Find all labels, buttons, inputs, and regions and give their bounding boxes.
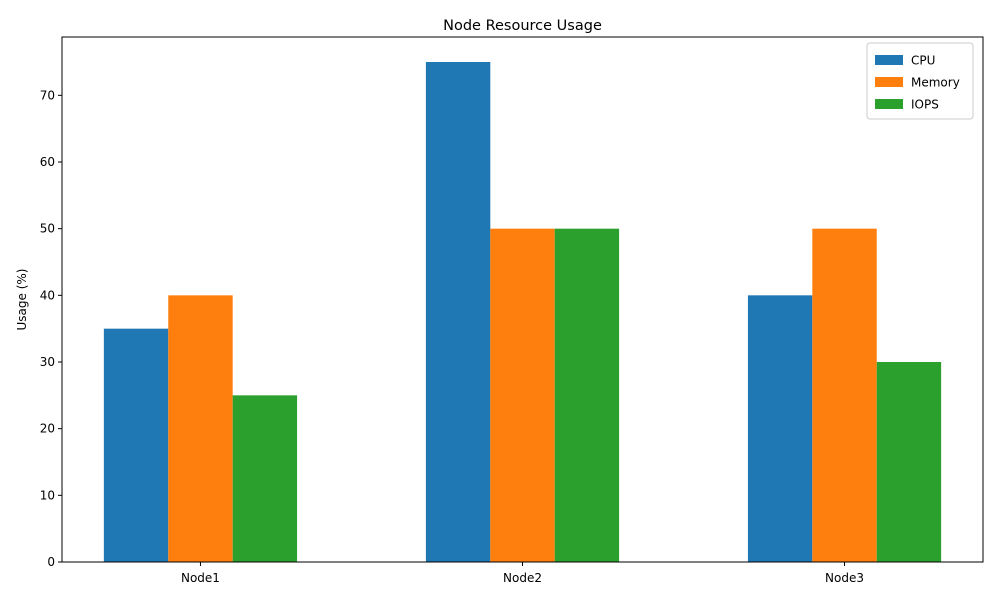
bar-memory-node3 [812,228,877,562]
bar-iops-node3 [876,362,942,562]
x-tick-label: Node1 [181,571,220,585]
bar-iops-node2 [554,228,620,562]
y-tick-label: 40 [40,288,55,302]
x-tick-label: Node3 [825,571,864,585]
y-axis-ticks: 0 10 20 30 40 50 60 70 [40,88,62,569]
y-tick-label: 60 [40,155,55,169]
plot-area-border [61,36,984,563]
y-axis-label: Usage (%) [15,269,29,331]
legend: CPU Memory IOPS [866,42,974,120]
y-tick-label: 10 [40,488,55,502]
legend-label-iops: IOPS [911,98,939,112]
bar-memory-node1 [168,295,233,562]
y-tick-label: 70 [40,88,55,102]
y-tick-label: 0 [47,555,55,569]
legend-swatch-iops [875,99,903,109]
bars-group [103,62,942,562]
y-tick-label: 50 [40,222,55,236]
legend-label-memory: Memory [911,76,960,90]
legend-swatch-memory [875,77,903,87]
bar-memory-node2 [490,228,555,562]
axes-frame [61,36,984,563]
legend-label-cpu: CPU [911,54,935,68]
bar-cpu-node1 [103,328,169,562]
y-tick-label: 30 [40,355,55,369]
bar-cpu-node3 [747,295,813,562]
bar-iops-node1 [232,395,298,562]
bar-cpu-node2 [425,62,491,562]
x-axis-ticks: Node1 Node2 Node3 [181,562,864,585]
x-tick-label: Node2 [503,571,542,585]
legend-swatch-cpu [875,55,903,65]
y-tick-label: 20 [40,422,55,436]
chart-title: Node Resource Usage [443,18,602,34]
